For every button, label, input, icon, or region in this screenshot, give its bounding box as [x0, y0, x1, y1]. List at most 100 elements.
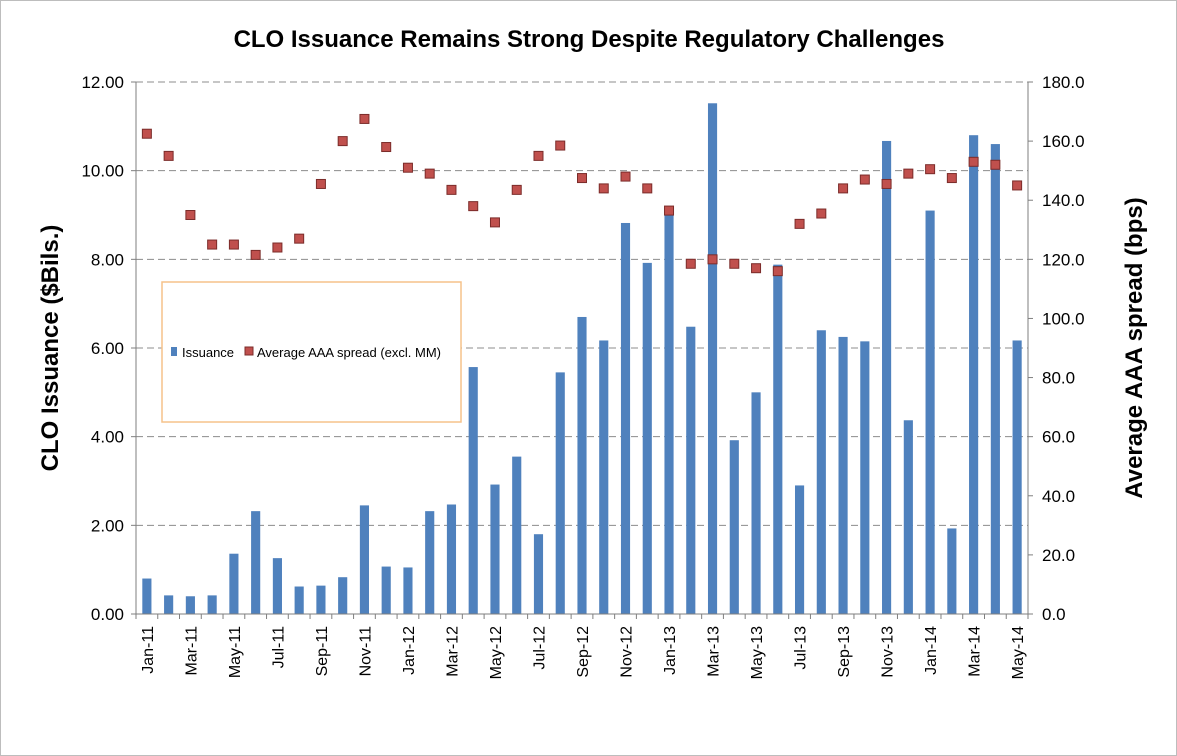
spread-points	[141, 113, 1023, 277]
left-axis-ticks: 0.00 2.00 4.00 6.00 8.00 10.00 12.00	[81, 73, 136, 624]
right-tick-label: 100.0	[1042, 309, 1085, 328]
x-axis-ticks: Jan-11 Mar-11 May-11 Jul-11 Sep-11 Nov-11 Jan-…	[135, 614, 1029, 679]
x-tick-label: Nov-13	[880, 626, 897, 678]
issuance-bar	[751, 392, 761, 614]
issuance-bar	[142, 578, 152, 614]
spread-point	[489, 217, 500, 228]
issuance-bar	[185, 596, 195, 614]
legend-issuance-label: Issuance	[182, 345, 234, 360]
spread-point	[685, 258, 696, 269]
issuance-bar	[882, 140, 892, 615]
right-tick-label: 120.0	[1042, 250, 1085, 269]
spread-point	[185, 210, 196, 220]
issuance-bar	[338, 577, 348, 614]
issuance-bar	[555, 372, 565, 614]
issuance-bar	[903, 420, 913, 614]
spread-point	[664, 205, 675, 216]
right-tick-label: 60.0	[1042, 428, 1075, 447]
right-tick-label: 180.0	[1042, 73, 1085, 92]
spread-point	[533, 150, 544, 161]
issuance-bar	[490, 484, 500, 614]
right-tick-label: 140.0	[1042, 191, 1085, 210]
right-axis-ticks: 0.0 20.0 40.0 60.0 80.0 100.0 120.0 140.0 160.0 1…	[1028, 73, 1085, 624]
issuance-bar	[686, 326, 696, 614]
issuance-bar	[229, 553, 239, 614]
issuance-bar	[446, 504, 457, 614]
x-tick-label: May-12	[488, 626, 505, 679]
x-tick-label: Mar-13	[706, 626, 723, 677]
x-tick-label: Sep-12	[575, 626, 592, 678]
right-tick-label: 0.0	[1042, 605, 1066, 624]
issuance-bar	[577, 316, 587, 614]
spread-point	[794, 218, 805, 229]
left-tick-label: 10.00	[81, 162, 124, 181]
spread-point	[446, 184, 457, 195]
issuance-bar	[707, 103, 718, 614]
issuance-bar	[512, 456, 522, 614]
spread-point	[642, 183, 653, 194]
x-tick-label: Nov-12	[619, 626, 636, 678]
spread-point	[729, 258, 740, 269]
spread-point	[990, 159, 1001, 170]
issuance-bar	[664, 210, 674, 615]
spread-point	[598, 183, 609, 194]
spread-point	[402, 162, 413, 173]
left-tick-label: 4.00	[91, 428, 124, 447]
left-tick-label: 8.00	[91, 250, 124, 269]
spread-point	[468, 201, 479, 212]
right-tick-label: 40.0	[1042, 487, 1075, 506]
x-tick-label: Jan-11	[140, 626, 157, 674]
issuance-bar	[620, 222, 631, 615]
issuance-bar	[533, 534, 544, 614]
spread-point	[228, 239, 239, 250]
issuance-bar	[642, 262, 652, 614]
spread-point	[946, 173, 957, 184]
left-tick-label: 2.00	[91, 516, 124, 535]
spread-point	[859, 174, 870, 185]
x-tick-label: May-14	[1010, 626, 1027, 679]
left-tick-label: 0.00	[91, 605, 124, 624]
spread-point	[707, 254, 718, 265]
legend-issuance-swatch	[171, 347, 177, 356]
legend-box	[161, 281, 462, 423]
issuance-bar	[773, 264, 783, 614]
issuance-bars	[142, 103, 1022, 615]
legend-spread-swatch	[244, 346, 254, 356]
spread-point	[838, 183, 849, 194]
x-tick-label: Nov-11	[357, 626, 374, 676]
left-tick-label: 6.00	[91, 339, 124, 358]
issuance-bar	[468, 367, 478, 614]
spread-point	[315, 178, 326, 189]
right-axis-title: Average AAA spread (bps)	[1121, 197, 1148, 498]
spread-point	[968, 156, 979, 167]
x-tick-label: Jul-12	[531, 626, 548, 670]
issuance-bar	[381, 566, 391, 614]
issuance-bar	[359, 505, 370, 614]
issuance-bar	[425, 511, 435, 614]
left-tick-label: 12.00	[81, 73, 124, 92]
spread-point	[816, 208, 827, 219]
x-tick-label: Jul-13	[793, 626, 810, 670]
issuance-bar	[294, 586, 304, 614]
issuance-bar	[947, 528, 957, 614]
x-tick-label: Sep-11	[314, 626, 331, 677]
spread-point	[424, 168, 435, 179]
spread-point	[163, 150, 174, 161]
spread-point	[577, 173, 587, 184]
issuance-bar	[860, 341, 870, 614]
spread-point	[511, 184, 522, 195]
x-tick-label: Mar-12	[444, 626, 461, 677]
issuance-bar	[794, 485, 805, 614]
issuance-bar	[816, 330, 826, 614]
chart-title: CLO Issuance Remains Strong Despite Regu…	[234, 26, 945, 53]
issuance-bar	[925, 210, 935, 615]
spread-point	[620, 171, 631, 182]
x-tick-label: Mar-11	[183, 626, 200, 676]
right-tick-label: 20.0	[1042, 546, 1075, 565]
legend-spread-label: Average AAA spread (excl. MM)	[257, 345, 441, 360]
spread-point	[272, 242, 283, 253]
issuance-bar	[164, 595, 174, 614]
issuance-bar	[969, 135, 979, 614]
spread-point	[381, 142, 392, 153]
x-tick-label: Jul-11	[270, 626, 287, 668]
